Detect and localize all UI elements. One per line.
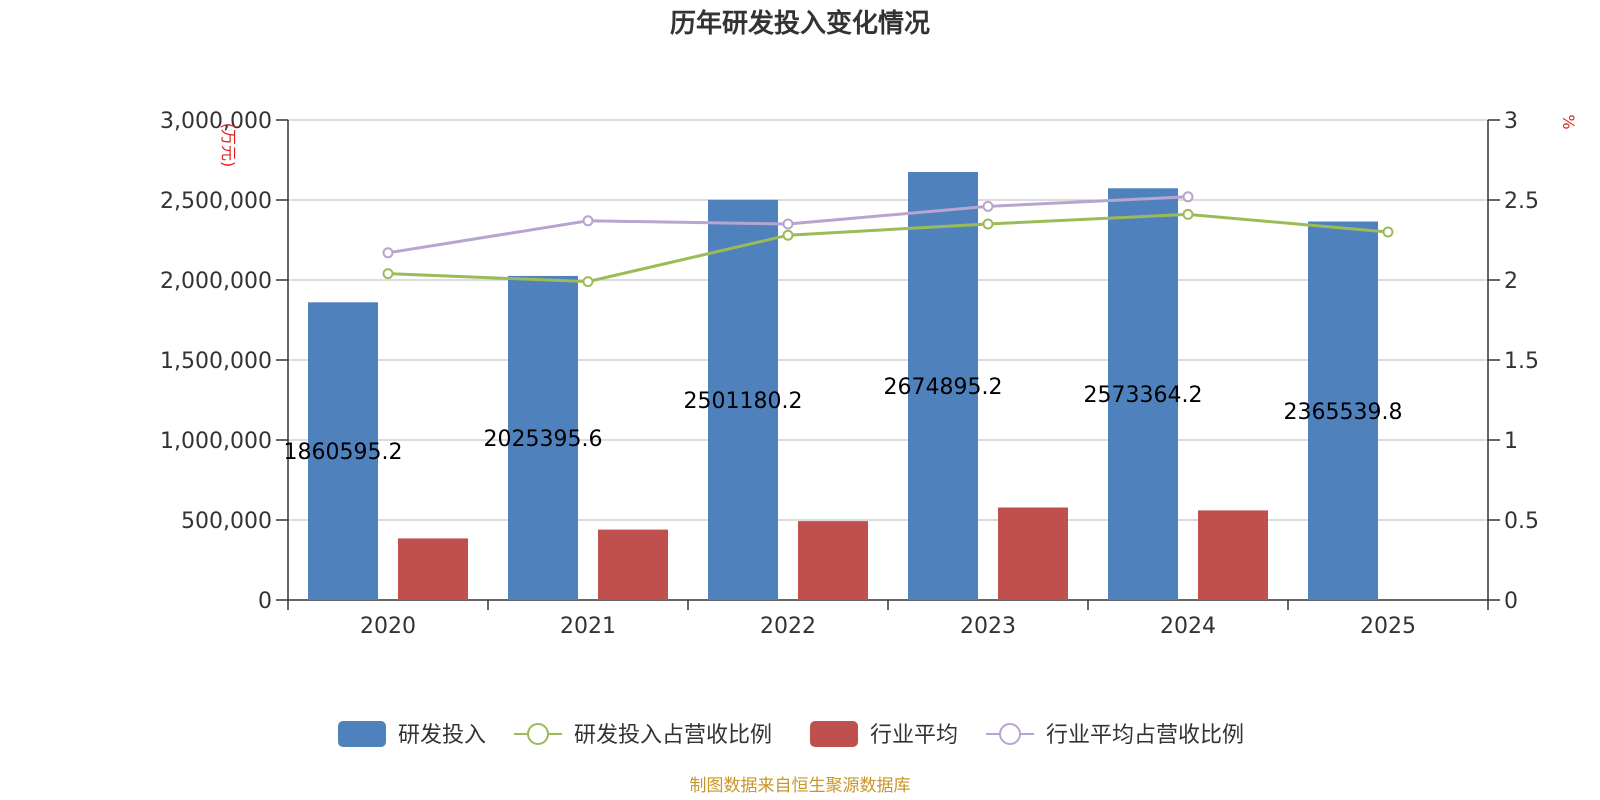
x-tick-label: 2020 [360, 614, 416, 639]
bar-value-label: 2365539.8 [1284, 400, 1403, 425]
line-point-行业平均占营收比例 [382, 247, 394, 259]
line-point-研发投入占营收比例 [782, 229, 794, 241]
x-tick-label: 2021 [560, 614, 616, 639]
line-point-行业平均占营收比例 [1182, 191, 1194, 203]
bar-value-label: 2025395.6 [484, 427, 603, 452]
left-axis-label: (万元) [219, 123, 238, 168]
bar-研发投入 [508, 275, 578, 600]
x-tick-label: 2023 [960, 614, 1016, 639]
legend-label: 行业平均占营收比例 [1046, 723, 1244, 748]
line-point-研发投入占营收比例 [1382, 226, 1394, 238]
legend-marker-行业平均占营收比例 [999, 723, 1021, 745]
line-point-研发投入占营收比例 [382, 268, 394, 280]
left-tick-label: 500,000 [181, 509, 272, 534]
right-tick-label: 2.5 [1504, 189, 1539, 214]
bar-value-label: 2501180.2 [684, 389, 803, 414]
left-tick-label: 1,500,000 [160, 349, 272, 374]
right-tick-label: 3 [1504, 109, 1518, 134]
bar-value-label: 2573364.2 [1084, 383, 1203, 408]
left-tick-label: 2,000,000 [160, 269, 272, 294]
series-line-研发投入占营收比例 [387, 212, 1389, 284]
legend-label: 行业平均 [870, 723, 958, 748]
bar-行业平均 [1198, 510, 1268, 600]
bar-行业平均 [598, 529, 668, 600]
legend: 研发投入 研发投入占营收比例 行业平均 行业平均占营收比例 [338, 721, 1244, 748]
lines [382, 191, 1394, 288]
bars [308, 172, 1378, 601]
data-labels: 1860595.2 2025395.6 2501180.2 2674895.2 2573… [284, 375, 1403, 465]
bar-value-label: 1860595.2 [284, 440, 403, 465]
right-tick-label: 1 [1504, 429, 1518, 454]
right-tick-label: 0.5 [1504, 509, 1539, 534]
line-point-研发投入占营收比例 [1182, 208, 1194, 220]
right-tick-label: 1.5 [1504, 349, 1539, 374]
chart-title: 历年研发投入变化情况 [670, 8, 930, 39]
right-axis-label: % [1559, 114, 1578, 129]
left-tick-label: 3,000,000 [160, 109, 272, 134]
line-point-研发投入占营收比例 [982, 218, 994, 230]
x-tick-label: 2024 [1160, 614, 1216, 639]
legend-marker-研发投入占营收比例 [527, 723, 549, 745]
bar-value-label: 2674895.2 [884, 375, 1003, 400]
left-tick-label: 0 [258, 589, 272, 614]
line-point-研发投入占营收比例 [582, 276, 594, 288]
bar-研发投入 [1308, 221, 1378, 601]
axes: 0 500,000 1,000,000 1,500,000 2,000,000 2,500… [160, 109, 1539, 639]
bar-研发投入 [908, 172, 978, 600]
right-tick-label: 0 [1504, 589, 1518, 614]
bar-研发投入 [708, 199, 778, 601]
bar-研发投入 [308, 302, 378, 600]
left-tick-label: 2,500,000 [160, 189, 272, 214]
line-point-行业平均占营收比例 [782, 218, 794, 230]
x-tick-label: 2025 [1360, 614, 1416, 639]
right-tick-label: 2 [1504, 269, 1518, 294]
left-tick-label: 1,000,000 [160, 429, 272, 454]
x-tick-label: 2022 [760, 614, 816, 639]
bar-行业平均 [798, 521, 868, 600]
legend-swatch-行业平均 [810, 721, 858, 747]
bar-行业平均 [398, 538, 468, 600]
legend-swatch-研发投入 [338, 721, 386, 747]
source-note: 制图数据来自恒生聚源数据库 [690, 776, 911, 796]
bar-研发投入 [1108, 188, 1178, 601]
legend-label: 研发投入 [398, 723, 486, 748]
bar-行业平均 [998, 507, 1068, 600]
legend-label: 研发投入占营收比例 [574, 723, 772, 748]
line-point-行业平均占营收比例 [582, 215, 594, 227]
line-point-行业平均占营收比例 [982, 200, 994, 212]
grid [288, 119, 1488, 521]
